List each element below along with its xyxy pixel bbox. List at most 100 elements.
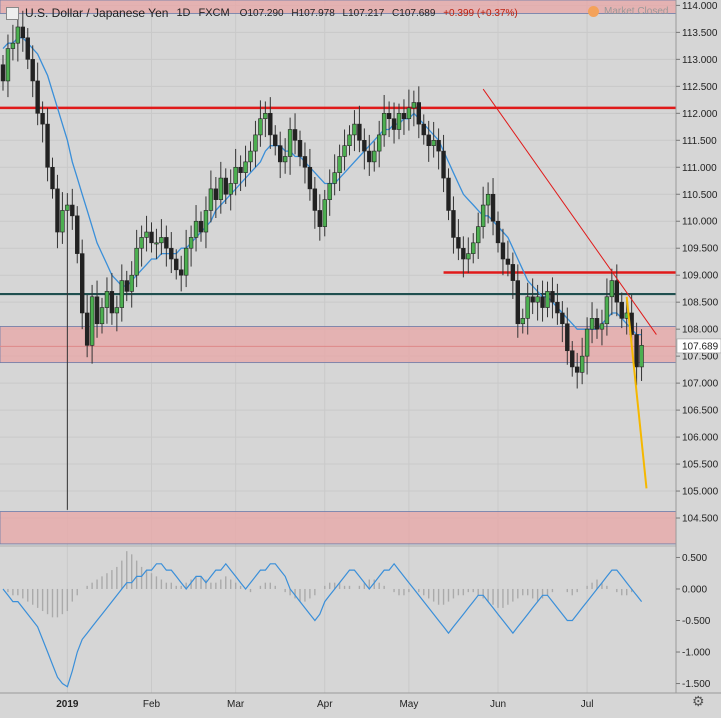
candle — [391, 102, 397, 144]
candle — [307, 148, 313, 201]
candle — [342, 129, 347, 171]
candle — [25, 28, 30, 70]
price-tick-label: 113.000 — [682, 55, 718, 66]
candle — [322, 189, 327, 237]
candle-body — [416, 102, 421, 125]
candle — [75, 206, 80, 264]
price-tick-label: 113.500 — [682, 28, 718, 39]
candle — [55, 174, 60, 249]
osc-tick-label: -0.500 — [682, 616, 711, 627]
candle — [421, 114, 426, 145]
candle-body — [560, 312, 565, 325]
symbol-name[interactable]: U.S. Dollar / Japanese Yen — [25, 6, 169, 20]
candle-body — [89, 296, 95, 346]
zones — [0, 0, 677, 545]
candle-body — [639, 345, 644, 368]
candle-body — [312, 188, 318, 211]
candle-body — [287, 129, 293, 157]
candle-body — [461, 247, 466, 260]
exchange-label: FXCM — [198, 7, 230, 19]
open-value: O107.290 — [239, 7, 284, 19]
candle — [589, 302, 595, 344]
high-value: H107.978 — [291, 7, 335, 19]
candle — [282, 138, 288, 174]
candle-body — [55, 188, 60, 233]
time-axis[interactable]: 2019 Feb Mar Apr May Jun Jul — [0, 692, 721, 710]
price-tick-label: 105.000 — [682, 487, 719, 498]
candle-body — [273, 134, 278, 146]
interval-label[interactable]: 1D — [176, 7, 191, 19]
candle — [426, 120, 431, 162]
candle-body — [480, 204, 486, 227]
candle — [327, 169, 332, 216]
candle — [129, 261, 134, 308]
candle — [376, 120, 382, 168]
trendline[interactable] — [482, 88, 657, 335]
candle — [466, 237, 471, 274]
last-price-label: 107.689 — [682, 341, 719, 352]
drawings[interactable] — [482, 88, 657, 489]
candle-body — [198, 220, 204, 233]
candle — [154, 228, 159, 260]
ohlc-readout: O107.290 H107.978 L107.217 C107.689 +0.3… — [240, 8, 523, 19]
candle-body — [362, 139, 367, 152]
clock-icon — [588, 6, 599, 17]
candle — [357, 105, 362, 153]
candle — [287, 117, 293, 175]
candle-body — [5, 48, 11, 82]
candle-body — [634, 334, 639, 368]
price-tick-label: 106.500 — [682, 406, 719, 417]
candle — [545, 281, 550, 318]
candle — [337, 144, 342, 192]
candle-body — [540, 296, 545, 308]
candle — [485, 182, 491, 224]
price-tick-label: 109.000 — [682, 271, 719, 282]
price-tick-label: 107.500 — [682, 352, 719, 363]
candle-body — [208, 188, 214, 211]
candle-body — [144, 231, 149, 238]
candle-body — [347, 134, 352, 146]
candle-body — [550, 291, 555, 303]
zone-2[interactable] — [0, 511, 677, 545]
candle — [510, 252, 516, 299]
candle — [218, 161, 223, 214]
candle — [570, 341, 575, 377]
price-tick-label: 110.500 — [682, 190, 718, 201]
candle — [15, 15, 21, 62]
candle — [520, 308, 525, 334]
candle — [208, 170, 214, 223]
candle — [243, 145, 248, 187]
candle — [253, 120, 258, 168]
candle — [461, 236, 466, 278]
time-tick-label: May — [399, 699, 418, 710]
zone-1[interactable] — [0, 326, 677, 364]
candle-body — [515, 280, 521, 325]
candle — [362, 128, 367, 170]
candle — [540, 280, 545, 322]
candle — [65, 193, 70, 510]
time-tick-label: Mar — [227, 699, 245, 710]
candle-body — [80, 253, 85, 314]
candle — [302, 142, 308, 184]
price-axis[interactable]: 114.000 113.500 113.000 112.500 112.000 111.5… — [675, 0, 721, 713]
projection-line[interactable] — [625, 296, 648, 489]
candle — [5, 34, 11, 98]
candle-body — [446, 177, 451, 211]
candle — [139, 225, 144, 267]
candle-body — [357, 123, 362, 141]
candle-body — [396, 113, 402, 130]
candle — [203, 196, 209, 249]
menu-icon[interactable] — [6, 6, 19, 20]
candle-body — [70, 204, 75, 217]
candle-body — [500, 242, 506, 260]
gear-icon[interactable]: ⚙ — [692, 693, 705, 709]
candle-body — [352, 123, 357, 136]
candle — [84, 294, 90, 358]
candle — [104, 277, 110, 324]
price-tick-label: 107.000 — [682, 379, 719, 390]
candle — [441, 134, 446, 193]
candle — [386, 101, 392, 138]
candle-body — [510, 264, 516, 281]
candle — [614, 264, 620, 317]
